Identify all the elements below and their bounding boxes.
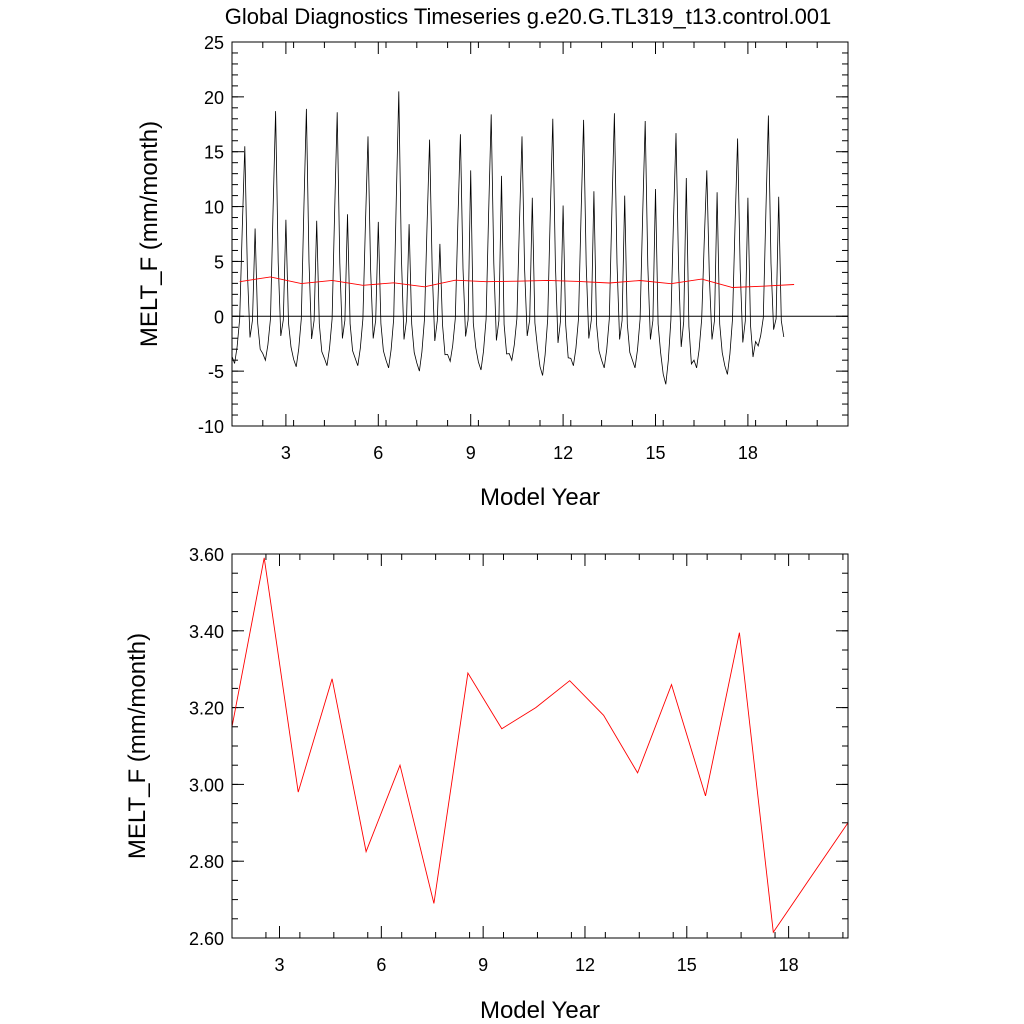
y-tick-label: 25 (204, 33, 224, 53)
y-tick-label: 3.60 (189, 545, 224, 565)
chart-bottom-y-axis-label: MELT_F (mm/month) (124, 633, 151, 859)
chart-top-plot-frame (231, 41, 849, 427)
x-tick-label: 6 (373, 443, 383, 463)
x-tick-label: 12 (575, 955, 595, 975)
y-tick-label: 2.60 (189, 929, 224, 949)
y-tick-label: 3.20 (189, 699, 224, 719)
x-tick-label: 3 (275, 955, 285, 975)
x-tick-label: 15 (677, 955, 697, 975)
x-tick-label: 18 (738, 443, 758, 463)
monthly-series-line (231, 91, 785, 385)
chart-bottom-x-axis-label: Model Year (480, 997, 600, 1024)
x-tick-label: 3 (281, 443, 291, 463)
x-tick-label: 12 (553, 443, 573, 463)
y-tick-label: 10 (204, 198, 224, 218)
y-tick-label: 3.00 (189, 775, 224, 795)
page-title: Global Diagnostics Timeseries g.e20.G.TL… (225, 4, 832, 29)
y-tick-label: -5 (208, 362, 224, 382)
x-tick-label: 18 (779, 955, 799, 975)
y-tick-label: 5 (214, 252, 224, 272)
chart-top-y-tick-labels: 25 20 15 10 5 0 -5 -10 (198, 33, 224, 437)
x-tick-label: 15 (645, 443, 665, 463)
chart-bottom-y-tick-labels: 3.60 3.40 3.20 3.00 2.80 2.60 (189, 545, 224, 949)
chart-bottom: 3.60 3.40 3.20 3.00 2.80 2.60 3 6 9 12 15 18 Model… (124, 545, 849, 1024)
y-tick-label: -10 (198, 417, 224, 437)
annual-mean-series-line (231, 557, 849, 934)
chart-top-x-tick-labels: 3 6 9 12 15 18 (281, 443, 758, 463)
annual-mean-series-line (239, 276, 795, 288)
chart-top-x-axis-label: Model Year (480, 484, 600, 511)
chart-bottom-plot-frame (231, 553, 849, 939)
y-tick-label: 3.40 (189, 622, 224, 642)
chart-bottom-x-tick-labels: 3 6 9 12 15 18 (275, 955, 799, 975)
y-tick-label: 2.80 (189, 852, 224, 872)
chart-top-y-axis-label: MELT_F (mm/month) (136, 121, 163, 347)
chart-top: 25 20 15 10 5 0 -5 -10 3 6 9 12 15 18 Model Year MEL… (136, 33, 849, 511)
y-tick-label: 20 (204, 88, 224, 108)
y-tick-label: 0 (214, 307, 224, 327)
x-tick-label: 9 (478, 955, 488, 975)
x-tick-label: 9 (466, 443, 476, 463)
y-tick-label: 15 (204, 143, 224, 163)
x-tick-label: 6 (376, 955, 386, 975)
